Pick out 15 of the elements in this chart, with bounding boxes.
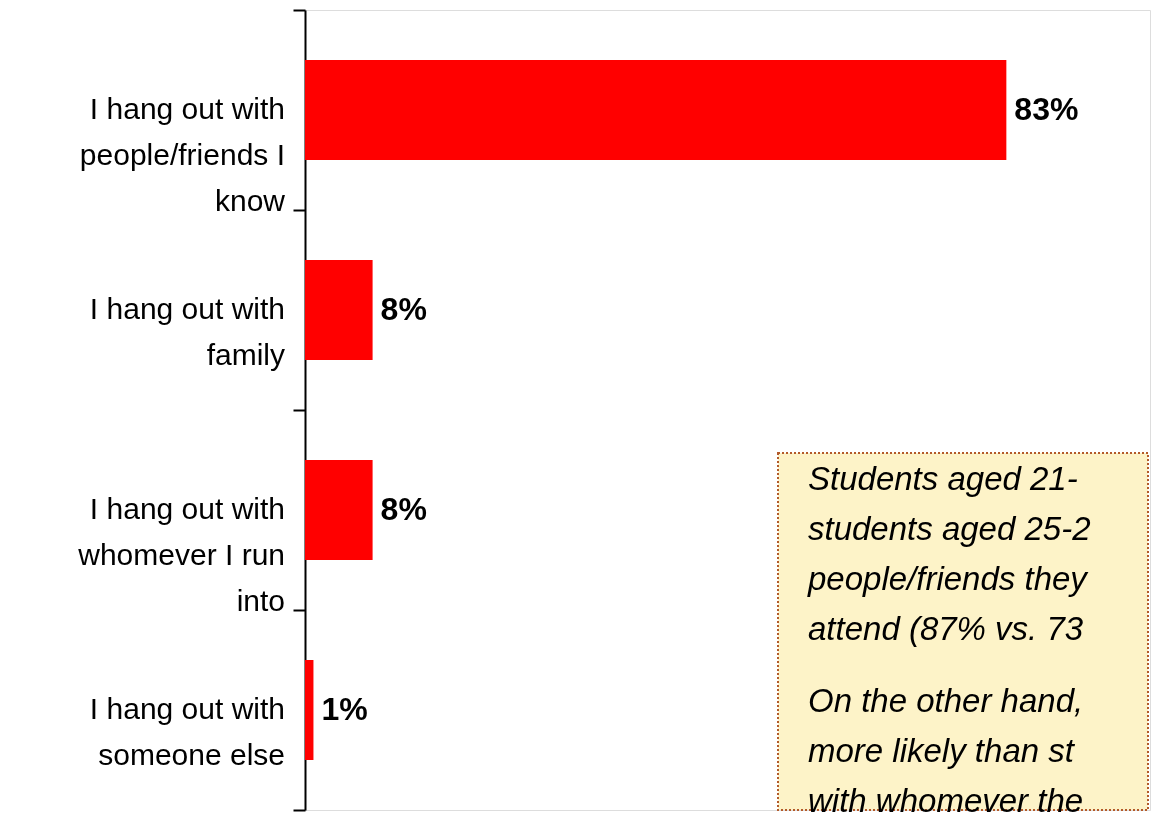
annotation: with whomever the: [808, 782, 1084, 819]
annotation: students aged 25-2: [808, 510, 1091, 547]
annotation: more likely than st: [808, 732, 1076, 769]
annotation: Students aged 21-: [808, 460, 1078, 497]
data-label: 8%: [380, 291, 427, 327]
annotation: On the other hand,: [808, 682, 1084, 719]
annotation: people/friends they: [807, 560, 1090, 597]
y-tick-label: I hang out with someone else: [89, 692, 285, 771]
y-tick-label: I hang out with whomever I run into: [77, 492, 285, 617]
data-label: 1%: [321, 691, 368, 727]
y-tick-label: I hang out with family: [89, 292, 285, 371]
annotation: attend (87% vs. 73: [808, 610, 1084, 647]
data-label: 83%: [1014, 91, 1079, 127]
y-tick-label: I hang out with people/friends I know: [79, 92, 286, 217]
data-label: 8%: [380, 491, 427, 527]
